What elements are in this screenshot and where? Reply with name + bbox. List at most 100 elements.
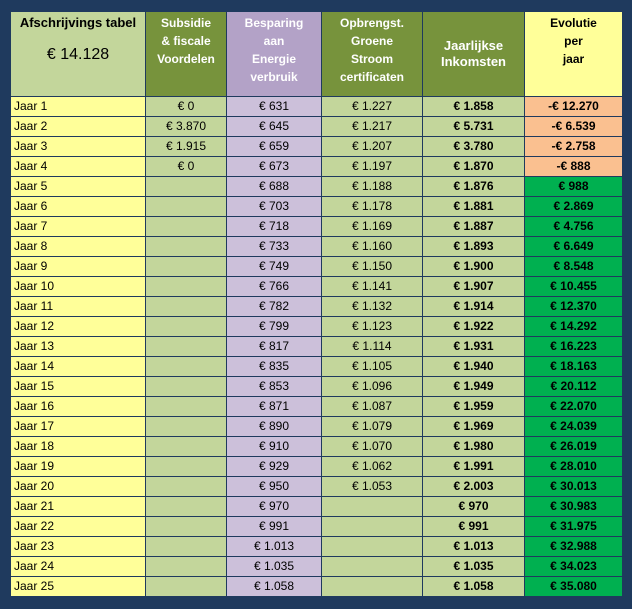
table-row: Jaar 23 € 1.013 € 1.013 € 32.988 [11,537,622,556]
inkomsten-cell: € 1.959 [423,397,524,416]
table-row: Jaar 7 € 718 € 1.169 € 1.887 € 4.756 [11,217,622,236]
opbrengst-cell: € 1.150 [322,257,422,276]
besparing-cell: € 673 [227,157,321,176]
subsidie-cell [146,357,226,376]
inkomsten-cell: € 3.780 [423,137,524,156]
opbrengst-cell: € 1.178 [322,197,422,216]
opbrengst-cell: € 1.188 [322,177,422,196]
besparing-cell: € 950 [227,477,321,496]
year-label: Jaar 3 [11,137,145,156]
inkomsten-cell: € 2.003 [423,477,524,496]
evolutie-cell: -€ 2.758 [525,137,622,156]
opbrengst-cell: € 1.141 [322,277,422,296]
subsidie-cell [146,257,226,276]
table-row: Jaar 1 € 0 € 631 € 1.227 € 1.858 -€ 12.270 [11,97,622,116]
evolutie-cell: € 28.010 [525,457,622,476]
subsidie-cell: € 0 [146,157,226,176]
opbrengst-cell [322,517,422,536]
opbrengst-cell: € 1.160 [322,237,422,256]
evolutie-cell: -€ 6.539 [525,117,622,136]
year-label: Jaar 25 [11,577,145,596]
inkomsten-cell: € 1.900 [423,257,524,276]
besparing-cell: € 853 [227,377,321,396]
subsidie-cell [146,177,226,196]
opbrengst-cell: € 1.114 [322,337,422,356]
opbrengst-cell: € 1.197 [322,157,422,176]
table-row: Jaar 3 € 1.915 € 659 € 1.207 € 3.780 -€ 2.758 [11,137,622,156]
evolutie-cell: € 31.975 [525,517,622,536]
subsidie-cell [146,417,226,436]
table-row: Jaar 5 € 688 € 1.188 € 1.876 € 988 [11,177,622,196]
inkomsten-cell: € 1.922 [423,317,524,336]
header-row: Afschrijvings tabel € 14.128 Subsidie & … [11,12,622,96]
evolutie-cell: € 6.649 [525,237,622,256]
subsidie-cell [146,517,226,536]
year-label: Jaar 15 [11,377,145,396]
inkomsten-cell: € 5.731 [423,117,524,136]
depreciation-table-frame: Afschrijvings tabel € 14.128 Subsidie & … [10,11,622,598]
opbrengst-cell [322,577,422,596]
table-row: Jaar 10 € 766 € 1.141 € 1.907 € 10.455 [11,277,622,296]
table-row: Jaar 9 € 749 € 1.150 € 1.900 € 8.548 [11,257,622,276]
year-label: Jaar 7 [11,217,145,236]
besparing-cell: € 799 [227,317,321,336]
inkomsten-cell: € 1.949 [423,377,524,396]
inkomsten-cell: € 1.914 [423,297,524,316]
besparing-cell: € 766 [227,277,321,296]
besparing-cell: € 733 [227,237,321,256]
evolutie-cell: € 18.163 [525,357,622,376]
subsidie-cell: € 0 [146,97,226,116]
evolutie-cell: € 988 [525,177,622,196]
depreciation-table: Afschrijvings tabel € 14.128 Subsidie & … [10,11,623,597]
besparing-cell: € 645 [227,117,321,136]
inkomsten-cell: € 1.980 [423,437,524,456]
year-label: Jaar 9 [11,257,145,276]
inkomsten-cell: € 1.931 [423,337,524,356]
year-label: Jaar 12 [11,317,145,336]
year-label: Jaar 18 [11,437,145,456]
table-title-cell: Afschrijvings tabel € 14.128 [11,12,145,96]
opbrengst-cell: € 1.062 [322,457,422,476]
besparing-cell: € 1.013 [227,537,321,556]
table-row: Jaar 17 € 890 € 1.079 € 1.969 € 24.039 [11,417,622,436]
subsidie-cell [146,397,226,416]
year-label: Jaar 2 [11,117,145,136]
evolutie-cell: € 12.370 [525,297,622,316]
table-row: Jaar 21 € 970 € 970 € 30.983 [11,497,622,516]
opbrengst-cell: € 1.227 [322,97,422,116]
besparing-cell: € 718 [227,217,321,236]
opbrengst-cell: € 1.096 [322,377,422,396]
year-label: Jaar 5 [11,177,145,196]
subsidie-cell [146,477,226,496]
year-label: Jaar 21 [11,497,145,516]
table-row: Jaar 6 € 703 € 1.178 € 1.881 € 2.869 [11,197,622,216]
besparing-cell: € 970 [227,497,321,516]
subsidie-cell [146,217,226,236]
opbrengst-cell: € 1.087 [322,397,422,416]
table-row: Jaar 22 € 991 € 991 € 31.975 [11,517,622,536]
evolutie-cell: € 24.039 [525,417,622,436]
evolutie-cell: € 22.070 [525,397,622,416]
inkomsten-cell: € 1.013 [423,537,524,556]
year-label: Jaar 23 [11,537,145,556]
table-row: Jaar 15 € 853 € 1.096 € 1.949 € 20.112 [11,377,622,396]
evolutie-cell: -€ 888 [525,157,622,176]
year-label: Jaar 20 [11,477,145,496]
opbrengst-cell: € 1.207 [322,137,422,156]
inkomsten-cell: € 1.876 [423,177,524,196]
inkomsten-cell: € 1.991 [423,457,524,476]
besparing-cell: € 910 [227,437,321,456]
besparing-cell: € 749 [227,257,321,276]
investment-amount: € 14.128 [46,46,110,63]
opbrengst-cell: € 1.070 [322,437,422,456]
inkomsten-cell: € 1.893 [423,237,524,256]
evolutie-cell: € 34.023 [525,557,622,576]
evolutie-cell: € 16.223 [525,337,622,356]
subsidie-cell [146,497,226,516]
year-label: Jaar 10 [11,277,145,296]
evolutie-cell: € 8.548 [525,257,622,276]
evolutie-cell: € 14.292 [525,317,622,336]
besparing-cell: € 871 [227,397,321,416]
besparing-cell: € 703 [227,197,321,216]
table-title: Afschrijvings tabel [19,15,137,30]
